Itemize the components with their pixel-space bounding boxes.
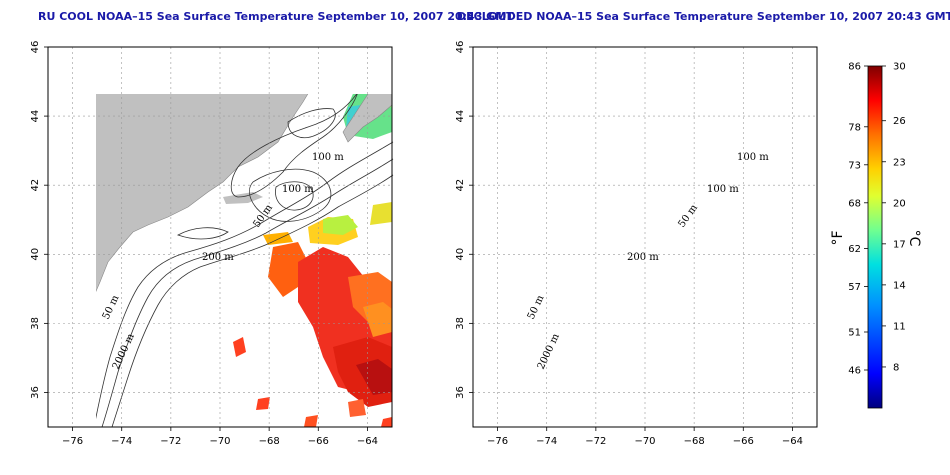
contour-label: 100 m (282, 184, 314, 195)
lon-tick-label: −66 (308, 436, 329, 447)
lat-tick-label: 44 (30, 110, 41, 123)
colorbar-ticks: 30 26 23 20 17 14 11 8 86 78 73 68 62 57 51 46 (848, 62, 905, 377)
lon-tick-label: −74 (536, 436, 557, 447)
lon-tick-label: −64 (782, 436, 803, 447)
lat-tick-label: 40 (455, 248, 466, 261)
lon-tick-label: −64 (357, 436, 378, 447)
lon-tick-label: −74 (111, 436, 132, 447)
celsius-tick-label: 8 (893, 362, 899, 373)
fahrenheit-tick-label: 51 (848, 328, 861, 339)
colorbar-scale (867, 65, 883, 409)
fahrenheit-tick-label: 78 (848, 122, 861, 133)
lat-tick-label: 44 (455, 110, 466, 123)
celsius-tick-label: 20 (893, 198, 906, 209)
lat-axis-declouded: 36 38 40 42 44 46 (455, 41, 473, 399)
lon-tick-label: −68 (259, 436, 280, 447)
lon-axis-raw: −76 −74 −72 −70 −68 −66 −64 (62, 427, 378, 447)
panel-title-declouded: DECLOUDED NOAA–15 Sea Surface Temperatur… (457, 10, 950, 23)
fahrenheit-tick-label: 86 (848, 62, 861, 73)
lat-tick-label: 40 (30, 248, 41, 261)
lon-tick-label: −70 (634, 436, 655, 447)
lat-tick-label: 42 (455, 179, 466, 192)
celsius-tick-label: 11 (893, 321, 906, 332)
map-raw: 100 m 100 m 50 m 200 m 50 m 2000 m −76 −7… (30, 41, 394, 447)
fahrenheit-tick-label: 68 (848, 198, 861, 209)
lon-tick-label: −66 (733, 436, 754, 447)
contour-label: 100 m (312, 152, 344, 163)
celsius-tick-label: 17 (893, 239, 906, 250)
map-declouded: 100 m 100 m 50 m 200 m 50 m 2000 m −76 −7… (455, 41, 818, 447)
celsius-unit-label: °C (906, 230, 922, 247)
lat-tick-label: 46 (30, 41, 41, 54)
celsius-tick-label: 14 (893, 280, 906, 291)
panel-title-raw: RU COOL NOAA–15 Sea Surface Temperature … (38, 10, 514, 23)
fahrenheit-tick-label: 73 (848, 160, 861, 171)
lon-axis-declouded: −76 −74 −72 −70 −68 −66 −64 (487, 427, 803, 447)
lat-tick-label: 36 (30, 386, 41, 399)
fahrenheit-tick-label: 57 (848, 282, 861, 293)
contour-label: 200 m (202, 252, 234, 263)
lon-tick-label: −76 (62, 436, 83, 447)
fahrenheit-unit-label: °F (830, 230, 846, 245)
contour-label: 100 m (737, 152, 769, 163)
celsius-tick-label: 30 (893, 62, 906, 73)
lon-tick-label: −76 (487, 436, 508, 447)
lat-tick-label: 38 (30, 317, 41, 330)
contour-label: 200 m (627, 252, 659, 263)
lon-tick-label: −72 (585, 436, 606, 447)
colorbar: 30 26 23 20 17 14 11 8 86 78 73 68 62 57 51 46 °F °C (830, 62, 922, 409)
fahrenheit-tick-label: 46 (848, 366, 861, 377)
lat-axis-raw: 36 38 40 42 44 46 (30, 41, 48, 399)
graticule-raw (48, 46, 392, 427)
lat-tick-label: 42 (30, 179, 41, 192)
lat-tick-label: 38 (455, 317, 466, 330)
celsius-tick-label: 26 (893, 116, 906, 127)
contour-label: 100 m (707, 184, 739, 195)
lat-tick-label: 36 (455, 386, 466, 399)
graticule-declouded (473, 46, 817, 427)
lon-tick-label: −68 (684, 436, 705, 447)
lat-tick-label: 46 (455, 41, 466, 54)
celsius-tick-label: 23 (893, 157, 906, 168)
lon-tick-label: −72 (160, 436, 181, 447)
lon-tick-label: −70 (209, 436, 230, 447)
fahrenheit-tick-label: 62 (848, 244, 861, 255)
